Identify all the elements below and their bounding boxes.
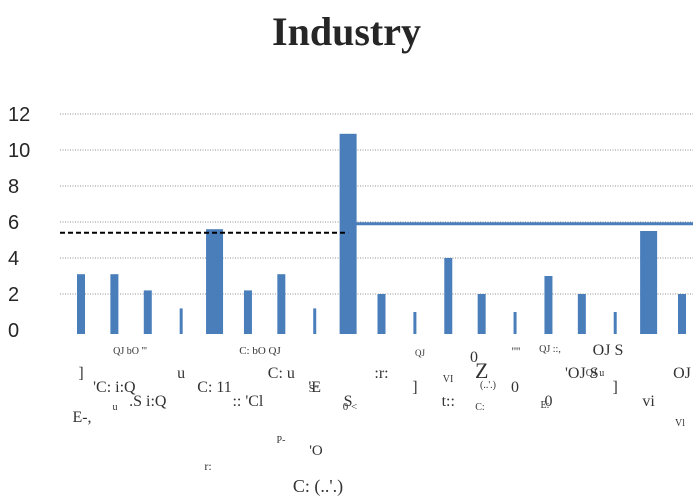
bar: [313, 308, 317, 334]
bar: [143, 290, 152, 334]
x-tick-label: Z: [475, 358, 488, 383]
bar: [377, 294, 386, 334]
bar: [678, 294, 686, 334]
garbled-fragment: r:: [204, 459, 211, 473]
garbled-fragment: 0 <: [343, 401, 357, 413]
x-tick-label: t::: [442, 393, 455, 410]
x-tick-label: vi: [642, 393, 655, 410]
garbled-fragment: C:: [475, 402, 484, 413]
y-tick-label: 0: [8, 320, 19, 342]
x-tick-label: 'E: [308, 379, 321, 396]
bar: [613, 312, 617, 334]
x-tick-label: 'OJ S: [565, 365, 599, 382]
garbled-fragment: (..'.): [480, 380, 496, 391]
garbled-label-fragments: QJ bO ''' C: bO QJ QJ 0 '''' QJ ::, OJ SQJ u(.…: [72, 342, 685, 497]
x-tick-label: :: 'Cl: [232, 393, 263, 410]
y-tick-label: 12: [8, 104, 30, 126]
x-tick-label: ]: [412, 379, 417, 396]
bar: [477, 294, 486, 334]
garbled-fragment: QJ: [415, 348, 425, 358]
garbled-fragment: '''': [512, 344, 521, 358]
gridlines: [60, 113, 693, 295]
garbled-fragment: E:: [541, 400, 550, 411]
bars: [77, 133, 686, 334]
x-tick-label: C: u: [268, 365, 295, 382]
garbled-fragment: E-,: [72, 409, 91, 426]
y-tick-label: 2: [8, 284, 19, 306]
x-tick-label: C: 11: [197, 379, 232, 396]
x-tick-label: OJ: [673, 365, 691, 382]
bar: [179, 308, 183, 334]
reference-lines: [60, 222, 693, 234]
bar: [339, 133, 357, 334]
y-axis: 0 2 4 6 8 10 12: [8, 104, 30, 342]
x-tick-label: 0: [511, 379, 519, 396]
garbled-fragment: QJ u: [586, 368, 605, 379]
garbled-fragment: C: (..'.): [293, 476, 343, 497]
x-tick-label: 0: [544, 393, 552, 410]
bar: [544, 276, 553, 334]
x-tick-label: ]: [78, 365, 83, 382]
garbled-fragment: 'O: [309, 443, 323, 459]
garbled-fragment: 0: [470, 349, 478, 366]
garbled-fragment: OJ S: [593, 342, 624, 359]
x-tick-label: .S i:Q: [129, 393, 167, 410]
garbled-fragment: u: [113, 402, 118, 413]
x-axis-labels: ]'C: i:Q.S i:QuC: 11:: 'ClC: u'ES:r:]t::…: [78, 358, 691, 410]
x-tick-label: u: [177, 365, 185, 382]
bar: [577, 294, 586, 334]
x-tick-label: S: [344, 393, 353, 410]
y-tick-label: 8: [8, 176, 19, 198]
garbled-fragment: Vl: [675, 418, 685, 429]
x-tick-label: 'C: i:Q: [93, 379, 136, 396]
garbled-fragment: QJ bO ''': [113, 346, 147, 357]
x-tick-label: ]: [613, 379, 618, 396]
y-tick-label: 10: [8, 140, 30, 162]
garbled-fragment: C: bO QJ: [239, 345, 281, 357]
garbled-fragment: S": [309, 383, 320, 395]
bar: [110, 274, 119, 334]
x-tick-label: :r:: [374, 365, 388, 382]
garbled-fragment: QJ ::,: [539, 344, 561, 355]
bar: [77, 274, 85, 334]
bar: [206, 229, 224, 334]
bar: [513, 312, 517, 334]
garbled-fragment: P-: [277, 435, 286, 446]
bar: [444, 258, 453, 334]
chart-title: Industry: [272, 9, 421, 54]
bar: [413, 312, 417, 334]
garbled-fragment: VI: [443, 374, 454, 385]
bar: [243, 290, 252, 334]
y-tick-label: 6: [8, 212, 19, 234]
y-tick-label: 4: [8, 248, 19, 270]
bar: [277, 274, 286, 334]
bar: [640, 231, 658, 334]
